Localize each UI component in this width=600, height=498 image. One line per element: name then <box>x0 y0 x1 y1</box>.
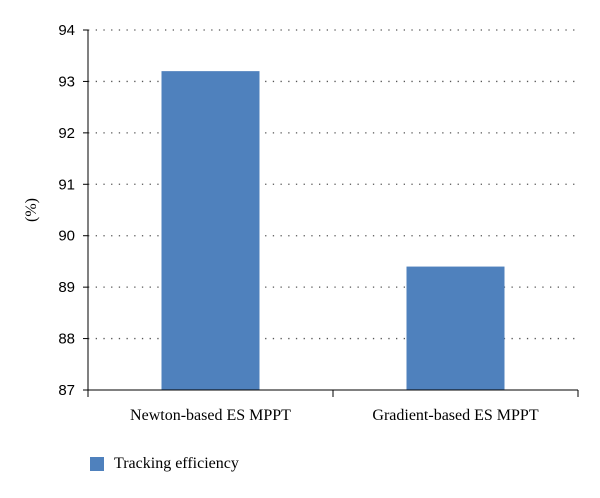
axes <box>83 29 579 397</box>
y-tick-label: 90 <box>58 228 75 245</box>
y-tick-label: 88 <box>58 331 75 348</box>
x-category-label: Gradient-based ES MPPT <box>372 407 538 424</box>
y-axis-title: (%) <box>23 198 40 222</box>
bar <box>161 71 260 391</box>
y-tick-label: 91 <box>58 176 75 193</box>
legend-swatch <box>90 457 104 471</box>
labels: 87 88 89 90 91 92 93 94 Newton-based ES MPPT Grad… <box>58 22 539 424</box>
y-tick-label: 89 <box>58 279 75 296</box>
legend-label: Tracking efficiency <box>114 455 239 472</box>
x-category-label: Newton-based ES MPPT <box>130 407 291 424</box>
bar-chart: 87 88 89 90 91 92 93 94 Newton-based ES MPPT Grad… <box>23 22 579 424</box>
y-tick-label: 93 <box>58 73 75 90</box>
bar <box>406 266 505 390</box>
bars <box>161 71 505 391</box>
y-tick-label: 87 <box>58 382 75 399</box>
legend: Tracking efficiency <box>90 455 239 473</box>
y-tick-label: 92 <box>58 125 75 142</box>
y-tick-label: 94 <box>58 22 75 39</box>
